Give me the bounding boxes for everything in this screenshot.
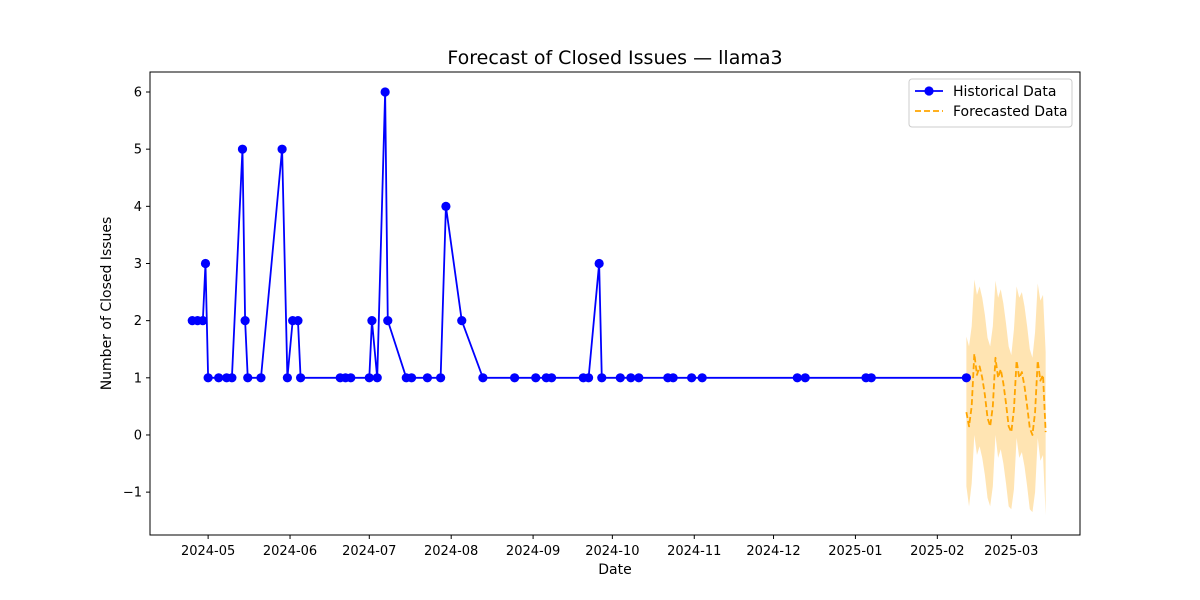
historical-data-point	[406, 373, 417, 383]
historical-data-point	[364, 373, 374, 383]
historical-data-point	[293, 316, 303, 326]
legend: Historical Data Forecasted Data	[908, 78, 1073, 128]
historical-data-point	[237, 144, 248, 154]
y-tick-label: 3	[134, 257, 142, 272]
historical-data-point	[457, 316, 467, 326]
historical-data-point	[277, 144, 287, 154]
historical-data-point	[792, 373, 802, 383]
historical-data-point	[441, 201, 451, 211]
historical-data-point	[422, 373, 433, 383]
historical-data-point	[436, 373, 446, 383]
forecast-band-layer	[966, 279, 1046, 515]
legend-historical-label: Historical Data	[953, 84, 1056, 100]
x-axis-label: Date	[598, 562, 631, 578]
historical-data-point	[668, 373, 678, 383]
y-tick-label: 4	[134, 200, 142, 215]
legend-forecast-label: Forecasted Data	[953, 104, 1068, 120]
historical-data-point	[583, 373, 594, 383]
x-tick-label: 2025-02	[910, 544, 964, 559]
x-tick-label: 2024-05	[181, 544, 235, 559]
plot-frame	[149, 71, 1081, 536]
x-tick-label: 2024-10	[585, 544, 639, 559]
historical-data-point	[697, 373, 707, 383]
historical-data-point	[800, 373, 810, 383]
x-tick-label: 2024-08	[424, 544, 478, 559]
historical-data-point	[961, 373, 971, 383]
historical-data-point	[203, 373, 213, 383]
y-tick-label: 6	[134, 86, 142, 101]
x-tick-label: 2024-06	[263, 544, 317, 559]
legend-historical-marker-icon	[924, 86, 934, 96]
x-tick-label: 2024-09	[506, 544, 560, 559]
historical-data-point	[200, 258, 211, 269]
y-axis-ticks: −1 0 1 2 3 4 5 6	[123, 86, 150, 501]
y-tick-label: 1	[134, 371, 142, 386]
x-tick-label: 2024-12	[746, 544, 800, 559]
forecast-confidence-band	[966, 279, 1046, 515]
x-tick-label: 2025-03	[984, 544, 1038, 559]
historical-data-point	[626, 373, 636, 383]
historical-data-point	[243, 373, 253, 383]
y-axis-label: Number of Closed Issues	[99, 217, 115, 391]
historical-data-point	[198, 316, 208, 326]
y-tick-label: 0	[134, 428, 142, 443]
historical-data-point	[240, 316, 250, 326]
legend-box	[908, 78, 1073, 128]
x-axis-ticks: 2024-05 2024-06 2024-07 2024-08 2024-09 2024-…	[181, 535, 1038, 559]
y-tick-label: −1	[123, 486, 142, 501]
historical-data-point	[594, 258, 604, 269]
historical-data-point	[367, 316, 377, 326]
historical-data-point	[478, 373, 488, 383]
historical-data-point	[214, 373, 224, 383]
y-tick-label: 2	[134, 314, 142, 329]
x-tick-label: 2024-11	[667, 544, 721, 559]
historical-data-point	[634, 373, 644, 383]
historical-data-point	[531, 373, 541, 383]
marker-layer	[187, 87, 971, 383]
historical-data-point	[510, 373, 520, 383]
historical-data-point	[383, 316, 393, 326]
historical-data-point	[866, 373, 876, 383]
historical-data-point	[227, 373, 237, 383]
historical-data-point	[687, 373, 697, 383]
chart-title: Forecast of Closed Issues — llama3	[447, 47, 782, 69]
historical-data-point	[615, 373, 625, 383]
historical-data-point	[256, 373, 266, 383]
y-tick-label: 5	[134, 143, 142, 158]
forecast-data-line	[965, 352, 1047, 436]
historical-data-point	[597, 373, 607, 383]
historical-data-point	[295, 373, 306, 383]
historical-data-point	[380, 87, 390, 97]
x-tick-label: 2025-01	[828, 544, 882, 559]
historical-data-point	[372, 373, 382, 383]
historical-data-point	[546, 373, 557, 383]
historical-data-point	[346, 373, 356, 383]
historical-data-point	[282, 373, 292, 383]
x-tick-label: 2024-07	[342, 544, 396, 559]
